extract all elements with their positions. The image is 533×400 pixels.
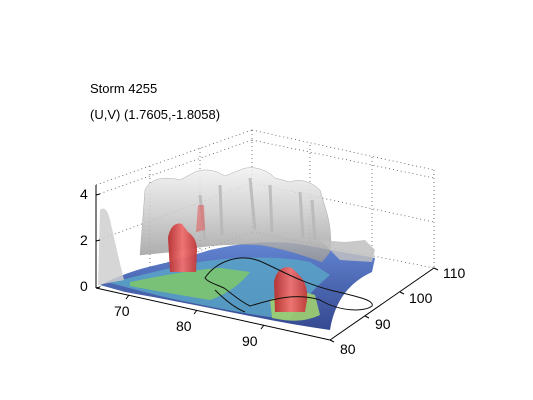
figure-title: Storm 4255	[90, 81, 158, 96]
track-contour	[204, 257, 373, 311]
y-tick-90: 90	[375, 316, 391, 332]
z-tick-0: 0	[80, 278, 88, 294]
y-tick-110: 110	[443, 265, 466, 281]
x-tick-70: 70	[114, 303, 130, 319]
x-ticks	[125, 294, 265, 330]
z-ticks	[95, 193, 101, 289]
y-ticks	[329, 267, 439, 343]
surface-red-cores	[168, 205, 308, 312]
z-tick-2: 2	[80, 232, 88, 248]
y-tick-80: 80	[340, 341, 356, 357]
z-tick-4: 4	[80, 186, 88, 202]
x-tick-90: 90	[242, 333, 258, 349]
y-tick-100: 100	[409, 290, 433, 306]
x-tick-80: 80	[176, 318, 192, 334]
figure-subtitle: (U,V) (1.7605,-1.8058)	[90, 107, 221, 122]
surface-blue-layer	[100, 242, 375, 330]
floor-axes	[95, 185, 435, 341]
